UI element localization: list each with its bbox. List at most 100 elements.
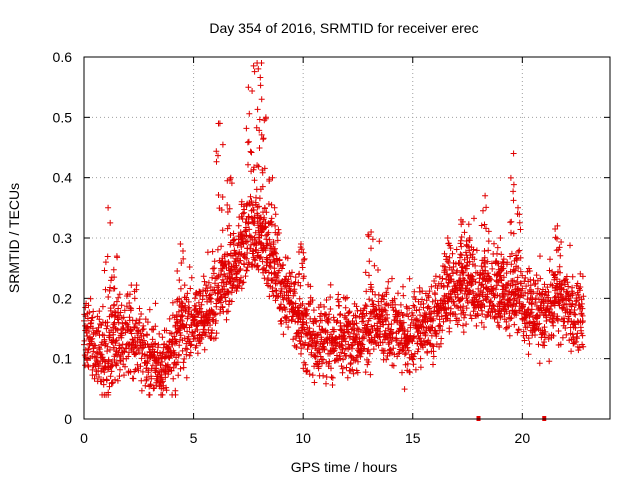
data-point [365,231,371,238]
data-point [175,308,182,315]
data-point [573,298,580,305]
data-point [363,303,370,310]
data-point [302,339,309,346]
data-point [215,282,222,289]
data-point [263,209,270,216]
data-point [544,284,551,291]
data-point [580,343,587,350]
data-point [213,317,219,324]
data-point [305,342,312,349]
data-point [444,235,451,241]
data-point [218,243,225,250]
data-point [244,200,251,207]
data-point [375,267,381,273]
data-point [219,194,226,200]
data-point [236,214,243,221]
data-point [256,203,262,210]
data-point [511,277,517,284]
data-point [125,353,132,360]
data-point [440,318,447,325]
data-point [385,278,392,285]
data-point [176,342,183,349]
data-point [245,84,252,91]
data-point [512,281,519,288]
data-point [349,345,355,352]
data-point [258,229,265,236]
data-point [180,324,187,330]
data-point [95,324,102,331]
data-point [312,317,319,324]
data-point [315,363,322,370]
data-point [365,233,372,240]
data-point [212,335,219,342]
data-point [251,220,258,227]
data-point [406,275,413,282]
data-point [485,228,492,235]
data-point [226,222,233,229]
data-point [429,342,436,349]
data-point [370,303,377,310]
data-point [557,341,564,348]
data-point [272,229,279,236]
data-point [299,260,306,267]
data-point [187,285,194,292]
data-point [85,363,92,370]
data-point [459,269,466,276]
data-point [118,302,125,309]
data-point [187,349,194,356]
data-point [358,340,365,347]
data-point [171,349,178,356]
data-point [338,363,345,370]
data-point [390,329,396,336]
data-point [430,348,437,355]
data-point [256,116,263,123]
data-point [412,366,419,373]
data-point [310,328,317,335]
data-point [159,391,166,398]
data-point [462,249,469,256]
data-point [362,302,369,309]
data-point [343,364,350,371]
data-point [537,253,543,260]
data-point [549,318,556,325]
data-point [457,254,463,261]
data-point [272,222,279,229]
data-point [484,312,491,319]
data-point [424,340,430,346]
data-point [445,304,452,311]
data-point [414,340,421,347]
data-point [495,266,502,273]
data-point [513,255,520,262]
data-points [81,60,587,421]
data-point [181,282,188,289]
data-point [231,247,238,254]
data-point [112,376,118,383]
data-point [346,308,353,315]
data-point [288,280,295,287]
y-tick-label: 0.3 [53,230,73,246]
data-point [461,314,467,321]
data-point [107,307,114,314]
data-point [515,265,522,271]
data-point [422,331,429,337]
data-point [238,250,245,257]
data-point [116,291,123,298]
data-point [103,325,110,332]
data-point [420,324,427,331]
data-point [175,372,182,379]
data-point [135,367,142,374]
data-point [89,335,96,342]
data-point [166,315,173,322]
data-point [347,367,354,374]
data-point [556,244,563,251]
data-point [366,258,373,265]
data-point [375,291,382,298]
data-point [372,306,379,313]
data-point [226,267,233,274]
data-point [438,313,445,320]
data-point [328,374,335,381]
data-point [341,335,348,342]
data-point [579,273,586,280]
data-point [463,305,470,312]
data-point [90,308,97,315]
